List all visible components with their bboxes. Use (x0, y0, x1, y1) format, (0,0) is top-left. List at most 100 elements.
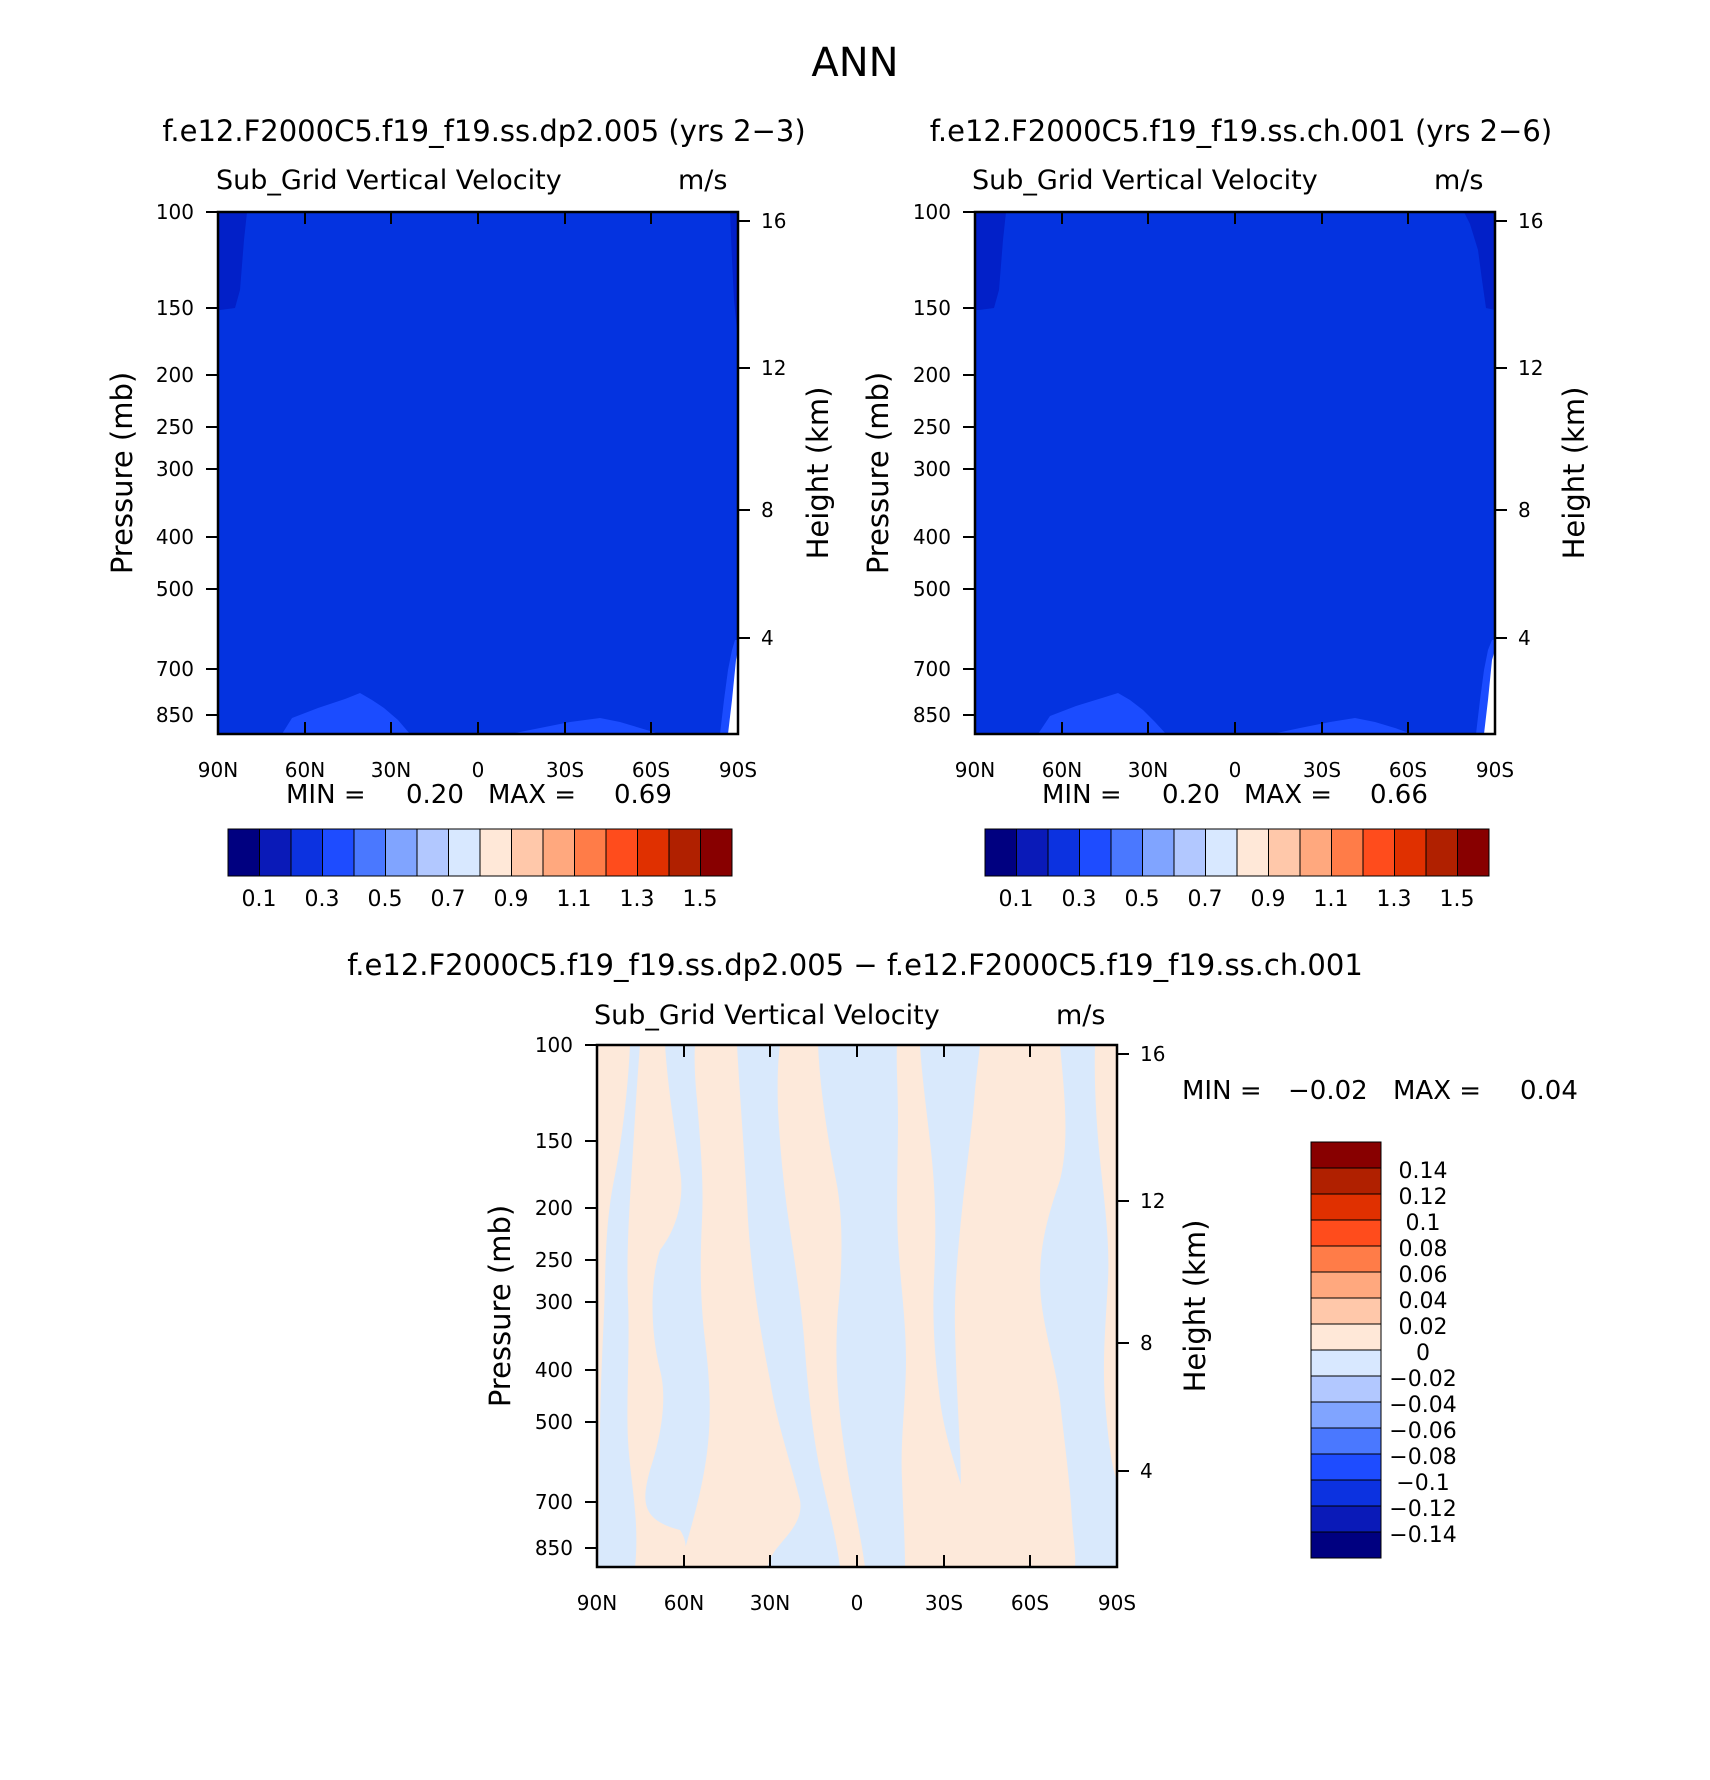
panel-3-ytick-label: 500 (535, 1410, 573, 1434)
panel-2-colorbar-label: 0.7 (1188, 887, 1223, 912)
colorbar-swatch (1425, 828, 1458, 877)
panel-1-ytick-label: 200 (156, 363, 194, 387)
panel-2-max-label: MAX = (1244, 780, 1332, 810)
colorbar-swatch (1047, 828, 1080, 877)
panel-1-colorbar-label: 0.7 (431, 887, 466, 912)
panel-2-light-contour-right (1272, 718, 1412, 734)
colorbar-swatch (322, 828, 355, 877)
panel-3-xtick-label: 60S (1011, 1591, 1049, 1615)
colorbar-swatch (1310, 1401, 1382, 1429)
panel-1-colorbar-label: 1.1 (557, 887, 592, 912)
panel-2-min-label: MIN = (1042, 780, 1122, 810)
panel-1-min-label: MIN = (286, 780, 366, 810)
panel-3-max-value: 0.04 (1520, 1076, 1578, 1106)
panel-2-subtitle: Sub_Grid Vertical Velocity (972, 165, 1318, 196)
panel-2: f.e12.F2000C5.f19_f19.ss.ch.001 (yrs 2−6… (861, 114, 1591, 912)
panel-1-dark-contour-left (218, 212, 247, 310)
panel-1-xtick-label: 60N (285, 758, 325, 782)
panel-3-y-axis: 100 150 200 250 300 400 500 700 850 Pres… (483, 1033, 597, 1560)
panel-2-y2tick-label: 4 (1518, 626, 1531, 650)
panel-2-y2tick-label: 8 (1518, 498, 1531, 522)
panel-2-ytick-label: 150 (913, 296, 951, 320)
panel-3-y2-axis: 16 12 8 4 Height (km) (1117, 1042, 1212, 1483)
panel-2-ylabel-right: Height (km) (1557, 387, 1591, 560)
panel-1-colorbar-label: 0.3 (305, 887, 340, 912)
panel-3: f.e12.F2000C5.f19_f19.ss.dp2.005 − f.e12… (347, 948, 1578, 1615)
panel-1-ytick-label: 150 (156, 296, 194, 320)
panel-2-colorbar-label: 1.1 (1314, 887, 1349, 912)
panel-3-colorbar-label: 0.12 (1399, 1185, 1448, 1210)
panel-1-ytick-label: 700 (156, 657, 194, 681)
panel-1-ytick-label: 100 (156, 200, 194, 224)
panel-3-ytick-label: 250 (535, 1248, 573, 1272)
panel-2-xtick-label: 90N (955, 758, 995, 782)
panel-3-units: m/s (1056, 1000, 1105, 1031)
colorbar-swatch (1173, 828, 1206, 877)
panel-1-colorbar-label: 1.5 (683, 887, 718, 912)
panel-3-title: f.e12.F2000C5.f19_f19.ss.dp2.005 − f.e12… (347, 948, 1363, 982)
colorbar-swatch (1310, 1479, 1382, 1507)
panel-3-xtick-label: 60N (664, 1591, 704, 1615)
panel-2-ylabel: Pressure (mb) (861, 372, 895, 574)
panel-3-colorbar-label: −0.14 (1389, 1523, 1456, 1548)
colorbar-swatch (1457, 828, 1490, 877)
panel-1-y2tick-label: 12 (761, 356, 786, 380)
panel-2-xtick-label: 90S (1476, 758, 1514, 782)
colorbar-swatch (1142, 828, 1175, 877)
panel-2-ytick-label: 700 (913, 657, 951, 681)
panel-3-xtick-label: 30N (750, 1591, 790, 1615)
panel-1-ytick-label: 300 (156, 457, 194, 481)
colorbar-swatch (1016, 828, 1049, 877)
panel-2-xtick-label: 30N (1128, 758, 1168, 782)
panel-1-xtick-label: 90N (198, 758, 238, 782)
panel-1-light-contour-left (282, 693, 410, 734)
panel-2-max-value: 0.66 (1370, 780, 1428, 810)
panel-3-colorbar-label: 0 (1416, 1341, 1430, 1366)
panel-1-units: m/s (678, 165, 727, 196)
colorbar-swatch (1310, 1271, 1382, 1299)
panel-3-ytick-label: 200 (535, 1196, 573, 1220)
colorbar-swatch (1205, 828, 1238, 877)
colorbar-swatch (1310, 1167, 1382, 1195)
panel-1-y2-axis: 16 12 8 4 Height (km) (738, 209, 835, 650)
colorbar-swatch (1236, 828, 1269, 877)
panel-2-y2tick-label: 12 (1518, 356, 1543, 380)
colorbar-swatch (542, 828, 575, 877)
colorbar-swatch (353, 828, 386, 877)
panel-3-ylabel-right: Height (km) (1178, 1220, 1212, 1393)
panel-3-xtick-label: 30S (925, 1591, 963, 1615)
panel-1-min-value: 0.20 (406, 780, 464, 810)
panel-1-plot-area (216, 210, 740, 736)
panel-1-ylabel-right: Height (km) (801, 387, 835, 560)
panel-3-y2tick-label: 8 (1140, 1331, 1153, 1355)
panel-3-colorbar-label: 0.06 (1399, 1263, 1448, 1288)
panel-3-colorbar-label: 0.04 (1399, 1289, 1448, 1314)
panel-3-colorbar-label: −0.02 (1389, 1367, 1456, 1392)
panel-3-y2tick-label: 16 (1140, 1042, 1165, 1066)
panel-3-colorbar-label: 0.14 (1399, 1159, 1448, 1184)
panel-3-positive-contours (597, 1045, 1117, 1567)
panel-2-ytick-label: 300 (913, 457, 951, 481)
panel-2-xtick-label: 0 (1229, 758, 1242, 782)
colorbar-swatch (1310, 1141, 1382, 1169)
panel-3-y2tick-label: 4 (1140, 1459, 1153, 1483)
panel-3-x-axis: 90N 60N 30N 0 30S 60S 90S (577, 1045, 1136, 1615)
panel-2-ytick-label: 250 (913, 415, 951, 439)
panel-2-ytick-label: 400 (913, 525, 951, 549)
panel-3-colorbar-label: 0.1 (1406, 1211, 1441, 1236)
colorbar-swatch (984, 828, 1017, 877)
colorbar-swatch (1394, 828, 1427, 877)
panel-3-max-label: MAX = (1393, 1076, 1481, 1106)
panel-3-xtick-label: 90N (577, 1591, 617, 1615)
panel-3-ytick-label: 850 (535, 1536, 573, 1560)
panel-2-colorbar-label: 1.3 (1377, 887, 1412, 912)
panel-2-dark-contour-left (975, 212, 1006, 310)
panel-2-xtick-label: 60S (1389, 758, 1427, 782)
panel-1-y-ticks (206, 211, 218, 716)
colorbar-swatch (448, 828, 481, 877)
panel-2-colorbar-label: 0.3 (1062, 887, 1097, 912)
panel-3-colorbar-label: −0.06 (1389, 1419, 1456, 1444)
panel-2-title: f.e12.F2000C5.f19_f19.ss.ch.001 (yrs 2−6… (930, 114, 1552, 148)
panel-2-colorbar-label: 0.1 (999, 887, 1034, 912)
